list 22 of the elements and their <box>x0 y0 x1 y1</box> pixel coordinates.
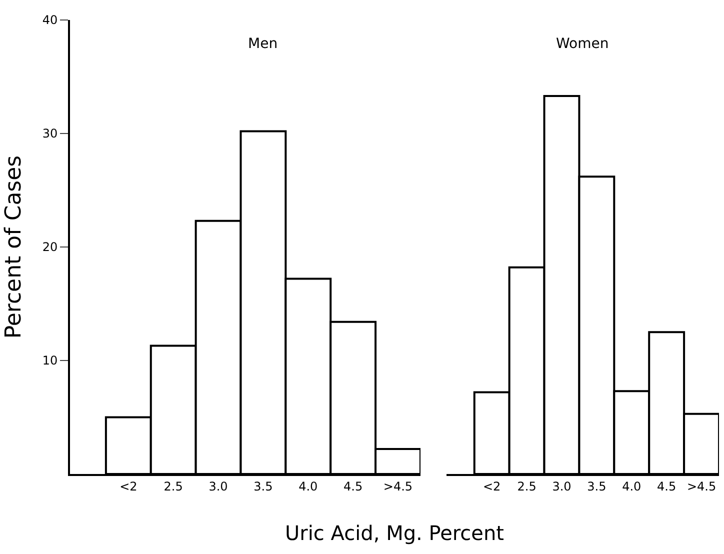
x-tick-label: 2.5 <box>164 479 183 494</box>
x-tick-label: 4.0 <box>622 479 642 494</box>
x-tick-label: 4.5 <box>657 479 676 494</box>
y-axis-title: Percent of Cases <box>2 155 27 339</box>
x-tick-label: 3.5 <box>254 479 273 494</box>
x-tick-label: >4.5 <box>383 479 413 494</box>
x-tick-label: 3.5 <box>587 479 606 494</box>
x-tick-label: <2 <box>120 479 138 494</box>
x-tick-label: <2 <box>483 479 501 494</box>
x-tick-label: 4.5 <box>344 479 363 494</box>
y-tick-label: 10 <box>42 354 58 368</box>
x-tick-label: 3.0 <box>208 479 228 494</box>
y-tick-label: 40 <box>42 13 58 28</box>
x-tick-label: >4.5 <box>686 479 716 494</box>
x-tick-label: 4.0 <box>298 479 318 494</box>
x-tick-label: 3.0 <box>552 479 572 494</box>
text: Women <box>556 36 609 52</box>
x-axis-title: Uric Acid, Mg. Percent <box>285 521 504 545</box>
y-tick-label: 30 <box>42 126 58 141</box>
text: Men <box>248 36 278 52</box>
x-tick-label: 2.5 <box>517 479 536 494</box>
y-tick-label: 20 <box>42 240 58 254</box>
